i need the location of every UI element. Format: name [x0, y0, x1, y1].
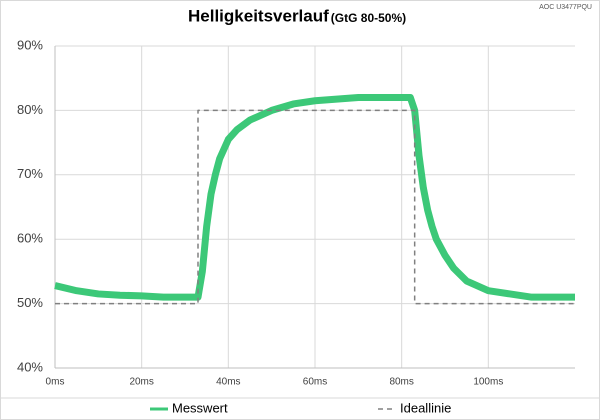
x-tick-label: 0ms	[46, 377, 65, 388]
series-line	[54, 94, 575, 301]
y-tick-label: 90%	[17, 37, 43, 52]
y-tick-label: 70%	[17, 166, 43, 181]
legend-label: Ideallinie	[400, 400, 451, 415]
y-tick-label: 50%	[17, 295, 43, 310]
annotation: AOC U3477PQU	[539, 4, 592, 11]
series-line	[55, 109, 575, 305]
y-tick-label: 40%	[17, 359, 43, 374]
x-tick-label: 80ms	[389, 377, 413, 388]
x-tick-label: 40ms	[216, 377, 240, 388]
chart-subtitle: (GtG 80-50%)	[331, 11, 406, 25]
chart-title: Helligkeitsverlauf	[188, 6, 329, 25]
x-tick-label: 20ms	[129, 377, 153, 388]
legend-label: Messwert	[172, 400, 228, 415]
x-tick-label: 100ms	[473, 377, 503, 388]
y-tick-label: 80%	[17, 102, 43, 117]
x-tick-label: 60ms	[303, 377, 327, 388]
y-tick-label: 60%	[17, 231, 43, 246]
